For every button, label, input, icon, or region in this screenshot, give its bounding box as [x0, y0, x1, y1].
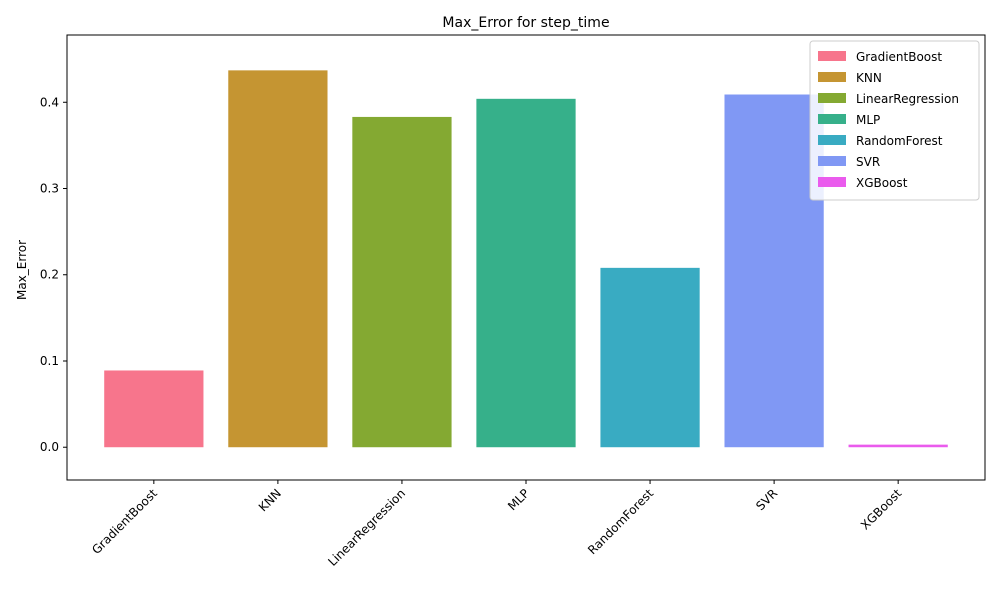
- legend-box: [809, 40, 980, 201]
- x-tick-label: XGBoost: [858, 486, 904, 532]
- y-axis-label: Max_Error: [15, 240, 29, 300]
- y-tick-label: 0.4: [40, 95, 59, 109]
- legend-label: XGBoost: [856, 176, 908, 190]
- legend-swatch: [818, 72, 846, 82]
- legend-label: KNN: [856, 71, 882, 85]
- bar-svr: [724, 94, 824, 448]
- bar-gradientboost: [104, 370, 204, 448]
- legend-swatch: [818, 156, 846, 166]
- legend-swatch: [818, 51, 846, 61]
- y-tick-label: 0.1: [40, 354, 59, 368]
- x-tick-label: KNN: [256, 486, 284, 514]
- legend-label: LinearRegression: [856, 92, 959, 106]
- bar-xgboost: [848, 444, 948, 448]
- y-tick-label: 0.2: [40, 268, 59, 282]
- y-tick-label: 0.0: [40, 440, 59, 454]
- x-tick-label: GradientBoost: [89, 486, 160, 557]
- chart-title: Max_Error for step_time: [442, 15, 609, 31]
- bar-mlp: [476, 98, 576, 448]
- legend-swatch: [818, 114, 846, 124]
- bar-linearregression: [352, 116, 452, 448]
- bar-randomforest: [600, 267, 700, 448]
- legend-label: MLP: [856, 113, 880, 127]
- legend: GradientBoost KNN LinearRegression MLP Rando…: [809, 40, 980, 201]
- legend-label: GradientBoost: [856, 50, 942, 64]
- bars-layer: [104, 70, 948, 448]
- legend-swatch: [818, 135, 846, 145]
- legend-label: RandomForest: [856, 134, 943, 148]
- x-tick-label: LinearRegression: [325, 486, 408, 569]
- x-tick-label: MLP: [505, 486, 532, 513]
- legend-label: SVR: [856, 155, 880, 169]
- y-tick-label: 0.3: [40, 182, 59, 196]
- legend-swatch: [818, 177, 846, 187]
- x-tick-label: RandomForest: [585, 486, 656, 557]
- x-tick-label: SVR: [753, 486, 780, 513]
- legend-swatch: [818, 93, 846, 103]
- bar-knn: [228, 70, 328, 448]
